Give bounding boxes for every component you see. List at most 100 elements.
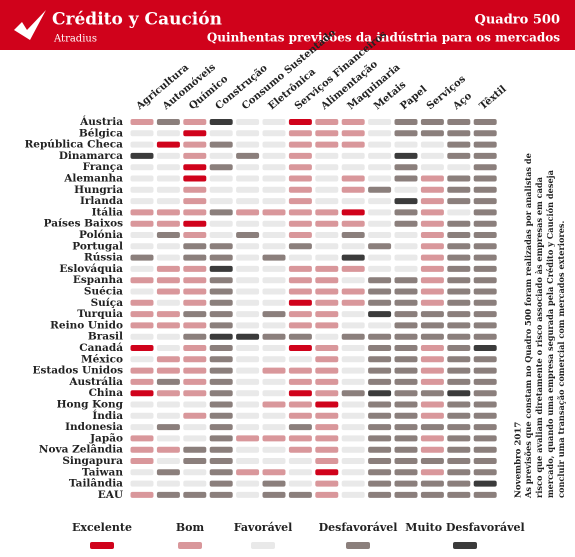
cell bbox=[209, 412, 233, 419]
cell bbox=[288, 480, 312, 487]
cell bbox=[288, 311, 312, 318]
cell bbox=[156, 141, 180, 148]
cell bbox=[183, 288, 207, 295]
cell bbox=[473, 288, 497, 295]
row-label: Hungria bbox=[74, 184, 123, 196]
row-label: Suécia bbox=[84, 286, 123, 298]
cell bbox=[209, 299, 233, 306]
cell bbox=[447, 186, 471, 193]
cell bbox=[315, 333, 339, 340]
cell bbox=[236, 152, 260, 159]
cell bbox=[394, 175, 418, 182]
cell bbox=[288, 232, 312, 238]
cell bbox=[315, 469, 339, 476]
cell bbox=[183, 446, 207, 453]
cell bbox=[183, 491, 207, 498]
cell bbox=[130, 401, 154, 408]
cell bbox=[156, 175, 180, 182]
cell bbox=[183, 243, 207, 250]
cell bbox=[156, 198, 180, 205]
cell bbox=[262, 446, 286, 453]
cell bbox=[368, 141, 392, 148]
cell bbox=[394, 152, 418, 159]
cell bbox=[341, 469, 365, 476]
cell bbox=[394, 164, 418, 171]
cell bbox=[341, 446, 365, 453]
cell bbox=[183, 458, 207, 464]
cell bbox=[341, 164, 365, 171]
cell bbox=[447, 322, 471, 329]
cell bbox=[447, 412, 471, 419]
cell bbox=[473, 198, 497, 205]
cell bbox=[288, 390, 312, 397]
cell bbox=[315, 446, 339, 453]
cell bbox=[209, 141, 233, 148]
cell bbox=[420, 491, 444, 498]
cell bbox=[315, 152, 339, 159]
cell bbox=[341, 367, 365, 374]
cell bbox=[183, 198, 207, 205]
cell bbox=[236, 333, 260, 340]
cell bbox=[368, 345, 392, 351]
cell bbox=[236, 243, 260, 250]
cell bbox=[315, 254, 339, 261]
cell bbox=[156, 254, 180, 261]
cell bbox=[130, 152, 154, 159]
cell bbox=[394, 130, 418, 137]
cell bbox=[262, 209, 286, 216]
cell bbox=[447, 243, 471, 250]
cell bbox=[209, 254, 233, 261]
cell bbox=[368, 480, 392, 487]
chart-title: Quadro 500 bbox=[475, 13, 560, 28]
cell bbox=[288, 345, 312, 351]
cell bbox=[236, 198, 260, 205]
brand: Crédito y Caución bbox=[52, 10, 222, 30]
cell bbox=[447, 435, 471, 442]
cell bbox=[447, 378, 471, 385]
cell bbox=[420, 198, 444, 205]
cell bbox=[288, 435, 312, 442]
cell bbox=[394, 345, 418, 351]
cell bbox=[368, 164, 392, 171]
cell bbox=[262, 322, 286, 329]
cell bbox=[394, 367, 418, 374]
cell bbox=[130, 322, 154, 329]
cell bbox=[183, 469, 207, 476]
row-label: Polónia bbox=[79, 229, 123, 241]
cell bbox=[236, 322, 260, 329]
cell bbox=[156, 378, 180, 385]
cell bbox=[394, 480, 418, 487]
cell bbox=[130, 265, 154, 272]
cell bbox=[315, 345, 339, 351]
cell bbox=[420, 175, 444, 182]
cell bbox=[394, 469, 418, 476]
cell bbox=[420, 209, 444, 216]
cell bbox=[183, 424, 207, 431]
cell bbox=[420, 322, 444, 329]
cell bbox=[262, 277, 286, 284]
cell bbox=[368, 333, 392, 340]
cell bbox=[288, 130, 312, 137]
cell bbox=[420, 186, 444, 193]
cell bbox=[262, 390, 286, 397]
cell bbox=[209, 130, 233, 137]
cell bbox=[236, 254, 260, 261]
cell bbox=[156, 186, 180, 193]
cell bbox=[420, 345, 444, 351]
cell bbox=[473, 265, 497, 272]
cell bbox=[288, 446, 312, 453]
cell bbox=[209, 333, 233, 340]
cell bbox=[368, 424, 392, 431]
cell bbox=[209, 164, 233, 171]
cell bbox=[420, 480, 444, 487]
cell bbox=[368, 458, 392, 464]
cell bbox=[262, 356, 286, 363]
cell bbox=[209, 288, 233, 295]
cell bbox=[315, 401, 339, 408]
cell bbox=[288, 491, 312, 498]
cell bbox=[156, 424, 180, 431]
legend-label: Bom bbox=[176, 521, 205, 534]
cell bbox=[130, 480, 154, 487]
cell bbox=[341, 299, 365, 306]
